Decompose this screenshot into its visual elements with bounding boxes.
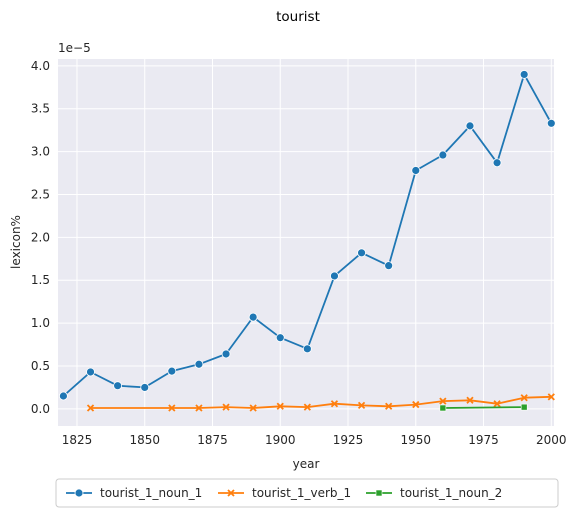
x-tick-label: 1975 — [468, 433, 499, 447]
data-point — [547, 393, 555, 401]
x-marker-stroke — [357, 401, 366, 410]
data-point — [249, 404, 257, 412]
x-marker-stroke — [439, 397, 447, 405]
y-tick-label: 4.0 — [31, 59, 50, 73]
data-point — [412, 400, 420, 409]
data-point — [519, 70, 529, 79]
data-point — [86, 404, 95, 412]
x-marker-stroke — [385, 402, 393, 410]
y-tick-label: 1.0 — [31, 316, 50, 330]
legend: tourist_1_noun_1 tourist_1_verb_1 tourist_… — [55, 478, 559, 508]
plot-area — [58, 59, 554, 426]
data-point — [302, 344, 312, 354]
y-tick-label: 1.5 — [31, 273, 50, 287]
y-axis-label: lexicon% — [9, 215, 23, 269]
x-marker-stroke — [493, 400, 501, 408]
data-point — [492, 158, 502, 168]
y-axis-ticks: 0.0 0.5 1.0 1.5 2.0 2.5 3.0 3.5 4.0 — [31, 59, 50, 416]
x-marker-stroke — [227, 489, 235, 497]
data-point — [195, 404, 203, 412]
y-tick-label: 0.5 — [31, 359, 50, 373]
data-point — [357, 401, 366, 410]
data-point — [167, 366, 177, 376]
data-point — [303, 403, 311, 411]
data-point — [411, 166, 421, 175]
data-point — [275, 333, 285, 343]
data-point — [439, 404, 447, 412]
x-marker-stroke — [168, 404, 176, 412]
series-tourist_1_verb_1 — [86, 393, 555, 412]
legend-label: tourist_1_verb_1 — [252, 486, 351, 500]
data-point — [439, 397, 447, 405]
legend-marker — [74, 488, 84, 498]
x-tick-label: 1900 — [265, 433, 296, 447]
x-marker-stroke — [466, 396, 474, 404]
series-layer — [59, 70, 556, 412]
y-offset-label: 1e−5 — [58, 41, 91, 55]
y-tick-label: 3.5 — [31, 102, 50, 116]
x-marker-stroke — [412, 400, 420, 409]
data-point — [384, 261, 394, 271]
data-point — [493, 400, 501, 408]
y-tick-label: 2.0 — [31, 230, 50, 244]
y-tick-label: 2.5 — [31, 187, 50, 201]
x-marker-stroke — [222, 403, 230, 411]
data-point — [438, 150, 448, 160]
legend-label: tourist_1_noun_2 — [400, 486, 502, 500]
x-marker-stroke — [276, 402, 284, 410]
x-marker-stroke — [86, 404, 95, 412]
data-point — [113, 381, 123, 391]
data-point — [248, 312, 258, 322]
gridlines — [58, 59, 554, 426]
x-marker-stroke — [249, 404, 257, 412]
data-point — [465, 121, 475, 131]
legend-entry: tourist_1_verb_1 — [218, 486, 351, 500]
y-tick-label: 3.0 — [31, 145, 50, 159]
legend-marker — [227, 489, 235, 497]
data-point — [357, 248, 366, 258]
data-point — [385, 402, 393, 410]
x-tick-label: 1825 — [62, 433, 93, 447]
data-point — [546, 118, 556, 128]
x-axis-label: year — [293, 457, 320, 471]
data-point — [168, 404, 176, 412]
series-tourist_1_noun_1 — [59, 70, 556, 401]
legend-entry: tourist_1_noun_1 — [66, 486, 202, 500]
y-tick-label: 0.0 — [31, 402, 50, 416]
data-point — [221, 349, 231, 359]
data-point — [330, 400, 339, 408]
data-point — [520, 403, 528, 411]
data-point — [86, 367, 95, 377]
x-tick-label: 1950 — [400, 433, 431, 447]
x-tick-label: 2000 — [536, 433, 567, 447]
legend-box — [55, 478, 559, 508]
series-line — [90, 395, 552, 409]
data-point — [222, 403, 230, 411]
chart-title: tourist — [276, 9, 320, 25]
series-line — [442, 406, 525, 409]
data-point — [466, 396, 474, 404]
x-axis-ticks: 1825 1850 1875 1900 1925 1950 1975 2000 — [62, 433, 567, 447]
x-tick-label: 1875 — [197, 433, 228, 447]
legend-marker — [375, 489, 383, 497]
data-point — [520, 394, 528, 402]
data-point — [194, 359, 204, 369]
x-marker-stroke — [303, 403, 311, 411]
data-point — [59, 391, 68, 401]
x-tick-label: 1925 — [333, 433, 364, 447]
x-marker-stroke — [520, 394, 528, 402]
x-marker-stroke — [547, 393, 555, 401]
x-marker-stroke — [195, 404, 203, 412]
data-point — [330, 271, 339, 281]
series-tourist_1_noun_2 — [439, 403, 528, 412]
x-tick-label: 1850 — [129, 433, 160, 447]
data-point — [140, 383, 150, 392]
x-marker-stroke — [330, 400, 339, 408]
data-point — [276, 402, 284, 410]
legend-entry: tourist_1_noun_2 — [366, 486, 502, 500]
legend-label: tourist_1_noun_1 — [100, 486, 202, 500]
